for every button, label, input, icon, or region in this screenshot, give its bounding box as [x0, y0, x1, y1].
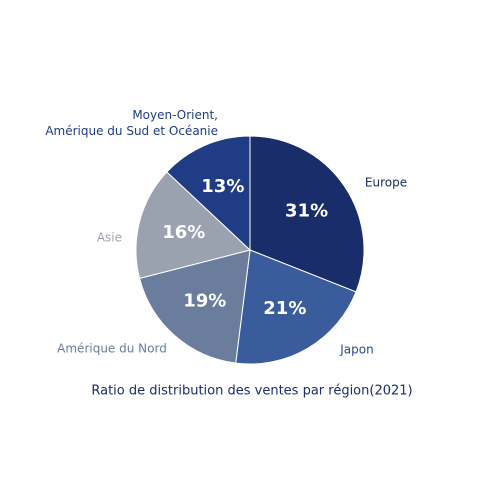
category-label: Japon	[339, 343, 373, 357]
value-label: 21%	[263, 298, 306, 319]
pie-slice	[138, 249, 251, 364]
chart-title: Ratio de distribution des ventes par rég…	[91, 384, 412, 399]
pie-slice	[249, 135, 365, 293]
value-label: 16%	[162, 222, 205, 243]
pie-slice	[135, 171, 252, 279]
category-label: Moyen-Orient, Amérique du Sud et Océanie	[45, 108, 218, 138]
pie-slice	[166, 135, 251, 252]
pie-slice	[235, 249, 357, 365]
category-label: Europe	[365, 176, 407, 190]
category-label: Asie	[97, 231, 122, 245]
value-label: 19%	[183, 290, 226, 311]
value-label: 31%	[285, 201, 328, 222]
category-label: Amérique du Nord	[57, 342, 167, 356]
value-label: 13%	[201, 176, 244, 197]
